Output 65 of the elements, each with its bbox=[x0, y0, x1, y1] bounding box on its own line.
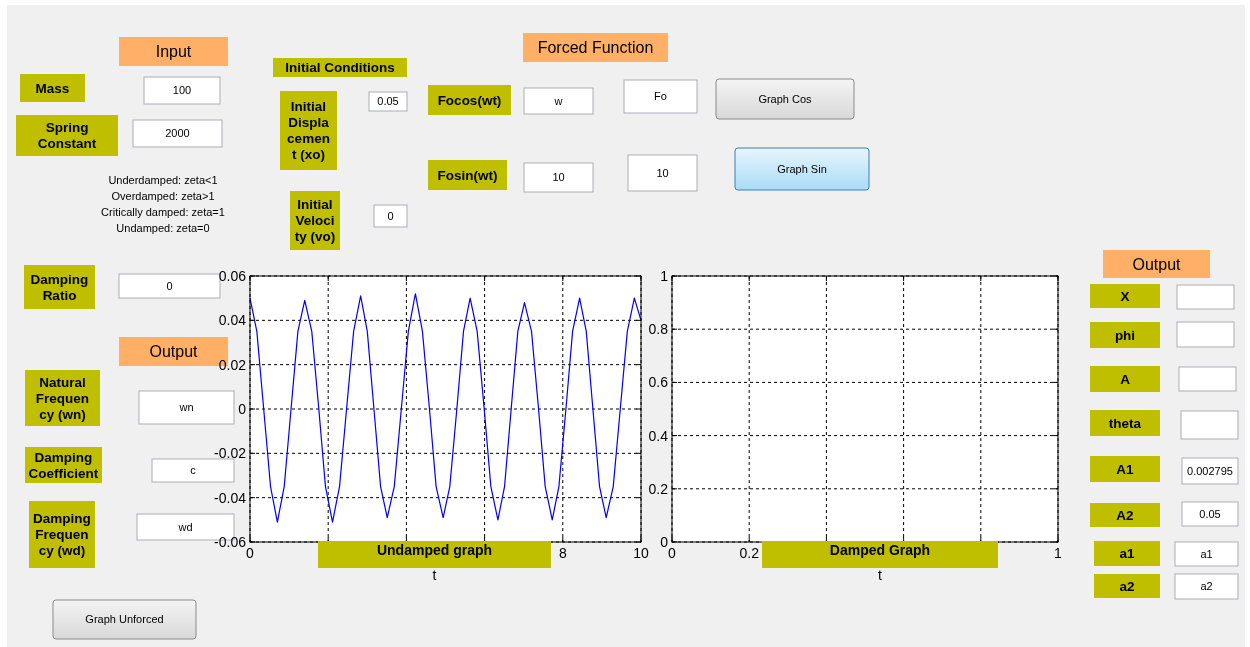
text: Damping Ratio bbox=[30, 271, 89, 303]
text: Undamped graph bbox=[376, 542, 493, 559]
x-axis-title: t bbox=[878, 567, 883, 583]
y-tick-label: 0.6 bbox=[648, 374, 669, 391]
text: 10 bbox=[656, 166, 669, 179]
x-tick-label: 10 bbox=[633, 545, 649, 561]
y-tick-label: 0.4 bbox=[648, 427, 669, 444]
text: Initial Veloci ty (vo) bbox=[294, 197, 336, 245]
y-tick-label: -0.02 bbox=[214, 445, 247, 462]
text: 0 bbox=[387, 209, 394, 222]
y-tick-label: 0 bbox=[660, 533, 669, 550]
y-tick-label: 0.04 bbox=[218, 312, 247, 329]
text: 0.05 bbox=[377, 95, 399, 108]
text: Fo bbox=[654, 90, 667, 103]
text: Natural Frequen cy (wn) bbox=[35, 374, 90, 422]
line-series bbox=[249, 293, 642, 523]
text: Damping Coefficient bbox=[28, 449, 99, 481]
x-axis-title: t bbox=[432, 567, 437, 583]
text: A1 bbox=[1116, 461, 1135, 477]
text: A2 bbox=[1116, 507, 1134, 523]
text: Damped Graph bbox=[829, 542, 931, 559]
text: a2 bbox=[1200, 580, 1213, 593]
text: a1 bbox=[1200, 547, 1213, 560]
text: Damping Frequen cy (wd) bbox=[33, 511, 91, 559]
y-tick-label: 0.2 bbox=[648, 480, 669, 497]
text: Graph Cos bbox=[758, 92, 813, 105]
text: X bbox=[1120, 288, 1130, 304]
text: Mass bbox=[35, 80, 70, 96]
text: a2 bbox=[1119, 578, 1135, 594]
x-tick-label: 1 bbox=[1054, 545, 1063, 561]
y-tick-label: 0.8 bbox=[648, 321, 669, 338]
text: wd bbox=[177, 520, 193, 533]
y-tick-label: 0.06 bbox=[218, 267, 247, 284]
text: wn bbox=[178, 401, 194, 414]
y-tick-label: 0.02 bbox=[218, 356, 247, 373]
text: phi bbox=[1114, 327, 1136, 343]
text: Fosin(wt) bbox=[437, 167, 498, 183]
text: c bbox=[190, 464, 197, 477]
text: Output bbox=[149, 343, 199, 361]
y-tick-label: 0 bbox=[238, 400, 247, 417]
text: Forced Function bbox=[537, 39, 654, 57]
text: Output bbox=[1132, 255, 1182, 273]
x-tick-label: 8 bbox=[558, 545, 567, 561]
text: Focos(wt) bbox=[437, 92, 502, 108]
y-tick-label: 1 bbox=[660, 267, 669, 284]
text: a1 bbox=[1119, 546, 1135, 562]
text: Input bbox=[155, 43, 192, 61]
text: w bbox=[553, 94, 563, 107]
text: Graph Unforced bbox=[85, 613, 164, 626]
text: A bbox=[1120, 371, 1131, 387]
text: 10 bbox=[552, 171, 565, 184]
y-tick-label: -0.06 bbox=[214, 533, 247, 550]
text: 0 bbox=[166, 279, 173, 292]
text: 0.05 bbox=[1199, 507, 1221, 520]
y-tick-label: -0.04 bbox=[214, 489, 247, 506]
text: 100 bbox=[172, 84, 192, 97]
text: Initial Conditions bbox=[285, 60, 395, 76]
text: Underdamped: zeta<1 Overdamped: zeta>1 Critically damped: zeta=1 Undamped: zeta=0 bbox=[101, 173, 225, 234]
text: 0.002795 bbox=[1187, 464, 1233, 477]
text: Spring Constant bbox=[37, 120, 97, 152]
x-tick-label: 0.2 bbox=[739, 545, 760, 561]
text: 2000 bbox=[165, 127, 190, 140]
text: Initial Displa cemen t (xo) bbox=[287, 99, 330, 163]
text: theta bbox=[1108, 415, 1142, 431]
text: Graph Sin bbox=[777, 162, 827, 175]
